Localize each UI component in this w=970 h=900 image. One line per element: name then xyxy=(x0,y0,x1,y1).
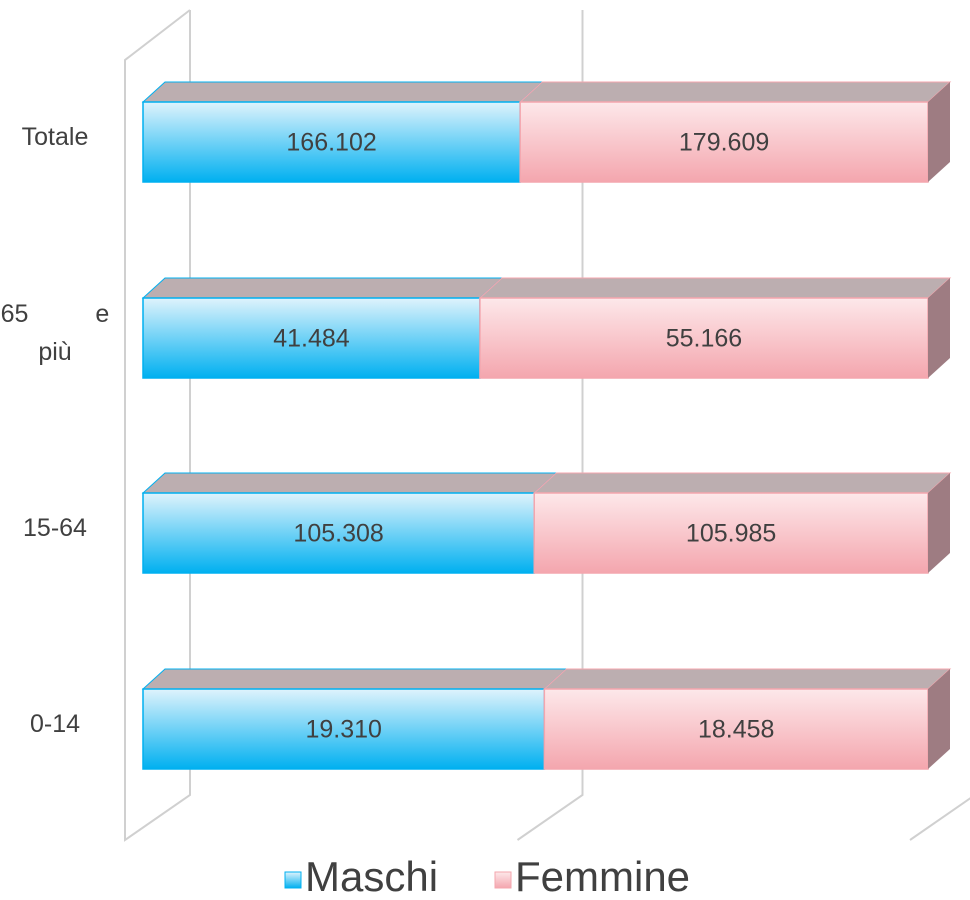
data-label: 19.310 xyxy=(305,716,381,744)
legend-swatch xyxy=(284,871,302,889)
bar-side xyxy=(928,669,950,769)
grid-line xyxy=(516,10,584,841)
bar-segment xyxy=(543,668,952,770)
bar xyxy=(479,297,929,379)
bar-segment xyxy=(478,277,952,379)
bar xyxy=(142,101,521,183)
bar-segment xyxy=(141,277,504,379)
legend-swatch xyxy=(494,871,512,889)
data-label: 18.458 xyxy=(698,716,774,744)
data-label: 105.308 xyxy=(293,520,383,548)
bar-segment xyxy=(141,81,544,183)
bar-side xyxy=(928,473,950,573)
data-label: 166.102 xyxy=(286,129,376,157)
bar-segment xyxy=(141,472,558,574)
y-tick-label: 0-14 xyxy=(29,710,81,738)
bar xyxy=(142,688,546,770)
bar-segment xyxy=(141,668,568,770)
bar xyxy=(142,492,535,574)
bar xyxy=(142,297,481,379)
bar-top xyxy=(478,277,952,299)
bar-side xyxy=(928,278,950,378)
data-label: 105.985 xyxy=(686,520,776,548)
bar xyxy=(543,688,929,770)
data-label: 179.609 xyxy=(679,129,769,157)
bar-segment xyxy=(518,81,952,183)
legend-label: Femmine xyxy=(515,853,690,900)
bar-top xyxy=(543,668,952,690)
bar xyxy=(519,101,929,183)
data-label: 55.166 xyxy=(666,325,742,353)
bar-top xyxy=(141,277,504,299)
data-label: 41.484 xyxy=(273,325,350,353)
bar-segment xyxy=(532,472,952,574)
y-tick-label: 15-64 xyxy=(23,514,87,542)
bar-top xyxy=(141,472,558,494)
y-tick-label: Totale xyxy=(21,123,89,151)
bar-top xyxy=(141,81,544,103)
y-tick-label: 65 e più xyxy=(0,300,110,366)
bar-top xyxy=(141,668,568,690)
grid-line xyxy=(909,797,970,841)
legend-label: Maschi xyxy=(305,853,438,900)
bar-top xyxy=(532,472,952,494)
bar-top xyxy=(518,81,952,103)
bar-side xyxy=(928,82,950,182)
